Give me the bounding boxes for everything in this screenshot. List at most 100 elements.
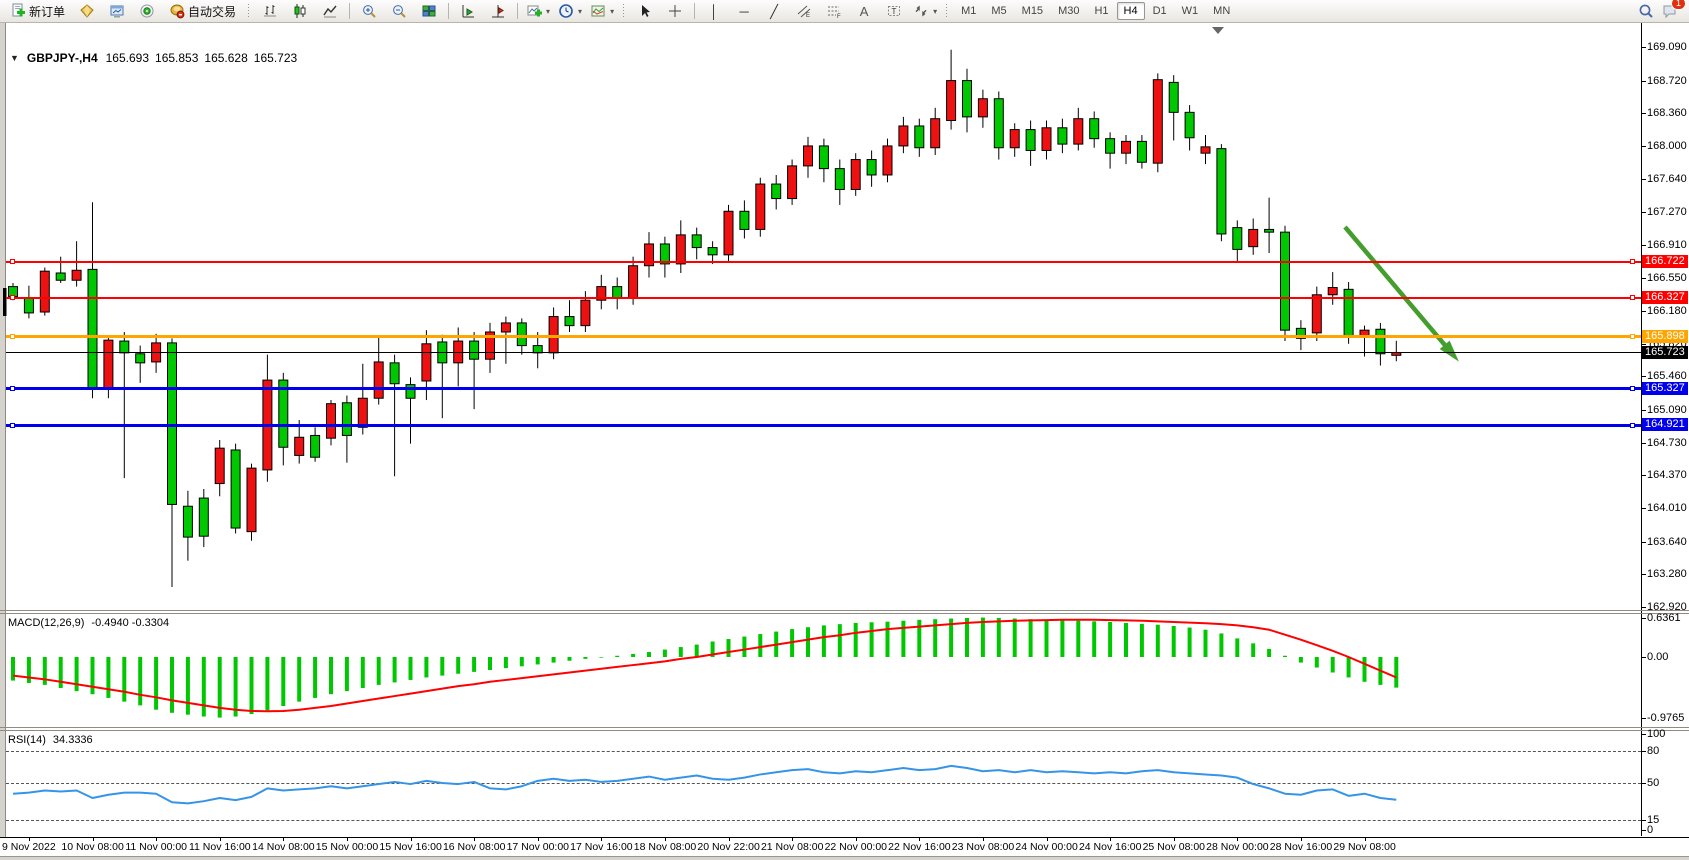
hline-handle[interactable] — [10, 259, 15, 265]
dropdown-caret-icon: ▾ — [610, 6, 615, 16]
macd-bar — [11, 657, 15, 681]
rsi-tick-mark — [1641, 734, 1646, 735]
hline-handle[interactable] — [10, 422, 15, 428]
macd-bar — [1076, 620, 1081, 657]
tile-windows-button[interactable] — [415, 0, 443, 22]
trend-arrow-head[interactable] — [1439, 340, 1459, 362]
candle-body — [659, 243, 670, 265]
panel-separator[interactable] — [0, 610, 1689, 611]
candle-body — [898, 125, 909, 147]
autotrading-button[interactable]: 自动交易 — [163, 0, 242, 22]
timeframe-M1[interactable]: M1 — [961, 5, 977, 17]
candle-body — [739, 210, 750, 230]
vertical-line-tool[interactable]: │ — [700, 0, 728, 22]
candle-body — [564, 316, 575, 327]
market-button[interactable] — [73, 0, 101, 22]
macd-bar — [1139, 623, 1144, 657]
auto-scroll-button[interactable] — [454, 0, 482, 22]
hline-handle[interactable] — [1630, 334, 1635, 340]
fibonacci-tool[interactable]: F — [820, 0, 848, 22]
timeframe-D1[interactable]: D1 — [1152, 5, 1167, 17]
panel-separator[interactable] — [0, 727, 1689, 728]
macd-bar — [647, 652, 651, 657]
hline-handle[interactable] — [1630, 386, 1635, 392]
price-tick-label: 169.090 — [1647, 41, 1687, 53]
hline-handle[interactable] — [10, 334, 15, 340]
arrows-tool[interactable]: ▾ — [910, 0, 940, 22]
price-label-164.921[interactable]: 164.921 — [1642, 418, 1688, 432]
cursor-button[interactable] — [631, 0, 659, 22]
hline-handle[interactable] — [10, 295, 15, 301]
horizontal-line-165.327[interactable] — [6, 387, 1641, 391]
price-label-165.327[interactable]: 165.327 — [1642, 381, 1688, 395]
date-tick-label: 15 Nov 16:00 — [379, 841, 442, 853]
text-tool[interactable]: A — [850, 0, 878, 22]
signals-button[interactable] — [133, 0, 161, 22]
rsi-label: RSI(14) 34.3336 — [8, 734, 93, 746]
rsi-tick-label: 15 — [1647, 814, 1660, 827]
hline-handle[interactable] — [10, 386, 15, 392]
indicators-button[interactable]: ▾ — [523, 0, 553, 22]
price-label-165.898[interactable]: 165.898 — [1642, 329, 1688, 343]
notifications-button[interactable]: 1 — [1661, 0, 1686, 20]
hline-handle[interactable] — [1630, 259, 1635, 265]
price-label-166.327[interactable]: 166.327 — [1642, 290, 1688, 304]
zoom-in-button[interactable] — [355, 0, 383, 22]
channel-tool[interactable]: E — [790, 0, 818, 22]
search-icon[interactable] — [1637, 2, 1655, 20]
horizontal-line-166.722[interactable] — [6, 260, 1641, 263]
bar-chart-mode-button[interactable] — [256, 0, 284, 22]
trend-arrow-line[interactable] — [1343, 225, 1453, 354]
horizontal-line-165.723[interactable] — [6, 352, 1641, 354]
candle-body — [1089, 118, 1100, 140]
line-chart-mode-button[interactable] — [316, 0, 344, 22]
toolbar-drag-handle[interactable] — [247, 3, 252, 19]
text-label-tool[interactable]: T — [880, 0, 908, 22]
chart-window-button[interactable] — [103, 0, 131, 22]
toolbar-drag-handle[interactable] — [622, 3, 627, 19]
bar-chart-icon — [264, 5, 277, 17]
horizontal-line-166.327[interactable] — [6, 296, 1641, 299]
candle-body — [803, 145, 813, 167]
hline-handle[interactable] — [1630, 422, 1635, 428]
price-label-166.722[interactable]: 166.722 — [1642, 254, 1688, 268]
timeframe-W1[interactable]: W1 — [1181, 5, 1199, 17]
timeframe-M30[interactable]: M30 — [1058, 5, 1080, 17]
zoom-out-button[interactable] — [385, 0, 413, 22]
toolbar-drag-handle[interactable] — [945, 3, 950, 19]
templates-button[interactable]: ▾ — [587, 0, 617, 22]
candle-body — [755, 183, 766, 230]
trendline-tool[interactable]: ╱ — [760, 0, 788, 22]
candle-body — [707, 247, 718, 256]
timeframe-H1[interactable]: H1 — [1094, 5, 1109, 17]
date-axis[interactable] — [0, 837, 1689, 857]
crosshair-button[interactable] — [661, 0, 689, 22]
macd-label: MACD(12,26,9) -0.4940 -0.3304 — [8, 617, 169, 629]
chart-shift-button[interactable] — [484, 0, 512, 22]
candlestick-mode-button[interactable] — [286, 0, 314, 22]
edge-candle-sliver — [3, 288, 7, 316]
horizontal-line-164.921[interactable] — [6, 423, 1641, 427]
timeframe-MN[interactable]: MN — [1213, 5, 1231, 17]
price-label-165.723[interactable]: 165.723 — [1642, 345, 1688, 359]
timeframe-H4[interactable]: H4 — [1116, 2, 1145, 20]
horizontal-line-tool[interactable]: ─ — [730, 0, 758, 22]
new-order-button[interactable]: 新订单 — [4, 0, 71, 22]
timeframe-M15[interactable]: M15 — [1021, 5, 1044, 17]
periods-button[interactable]: ▾ — [555, 0, 585, 22]
macd-bar — [281, 657, 286, 706]
chart-shift-marker[interactable] — [1212, 27, 1224, 34]
macd-bar — [329, 657, 333, 695]
macd-name: MACD(12,26,9) — [8, 617, 85, 629]
date-tick-mark — [283, 837, 285, 841]
clock-icon — [559, 4, 573, 18]
horizontal-line-165.898[interactable] — [6, 335, 1641, 339]
macd-bar — [535, 657, 540, 665]
macd-tick-label: 0.00 — [1647, 651, 1669, 663]
price-tick-label: 163.640 — [1647, 535, 1687, 548]
macd-bar — [217, 657, 222, 718]
hline-handle[interactable] — [1630, 295, 1635, 301]
timeframe-M5[interactable]: M5 — [991, 5, 1007, 17]
collapse-ohlc-icon[interactable]: ▼ — [10, 53, 19, 63]
